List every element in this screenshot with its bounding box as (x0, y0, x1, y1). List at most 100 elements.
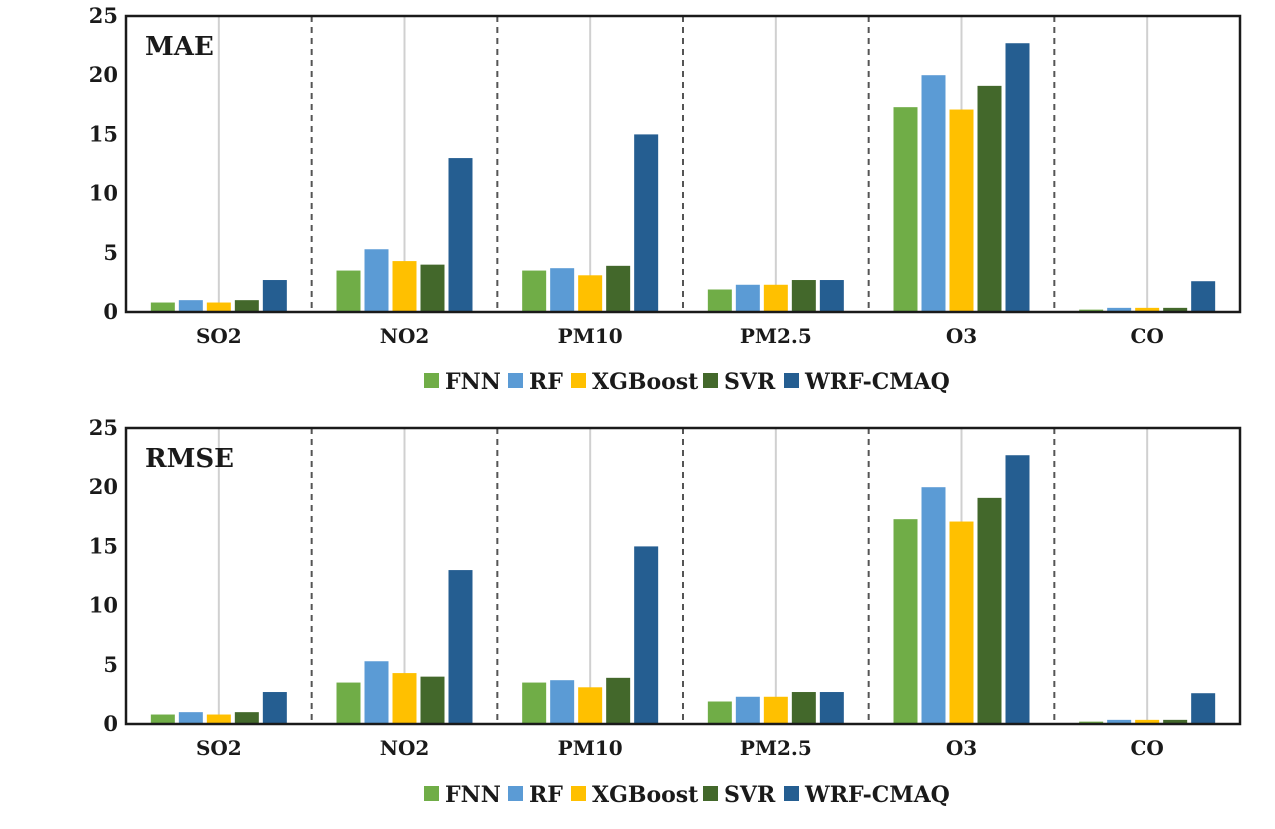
x-tick-label-co: CO (1130, 324, 1163, 348)
y-tick-label: 20 (89, 474, 118, 499)
legend-label-xgboost: XGBoost (592, 782, 699, 808)
legend-mae: FNN RF XGBoost SVR WRF-CMAQ (424, 369, 950, 395)
x-tick-label-pm2-5: PM2.5 (740, 736, 812, 760)
y-tick-label: 0 (103, 711, 118, 736)
bar-rf-co (1107, 307, 1132, 312)
bar-fnn-pm10 (522, 682, 547, 724)
bar-fnn-no2 (336, 682, 361, 724)
x-tick-label-pm2-5: PM2.5 (740, 324, 812, 348)
bar-rf-pm2-5 (735, 284, 760, 312)
plot-frame (124, 14, 1242, 314)
bar-svr-o3 (977, 85, 1002, 312)
bar-xgboost-no2 (392, 673, 417, 724)
bar-svr-pm10 (606, 265, 631, 312)
bar-wrf-cmaq-so2 (262, 692, 287, 724)
bar-wrf-cmaq-no2 (448, 570, 473, 724)
bar-wrf-cmaq-o3 (1005, 455, 1030, 724)
y-tick-label: 10 (89, 593, 118, 618)
bar-rf-so2 (178, 300, 203, 312)
legend-swatch-svr (703, 373, 718, 388)
bar-wrf-cmaq-no2 (448, 158, 473, 312)
panel-title: MAE (145, 32, 214, 62)
y-tick-label: 20 (89, 62, 118, 87)
legend-label-rf: RF (529, 782, 563, 808)
bar-rf-o3 (921, 487, 946, 724)
bar-xgboost-co (1135, 307, 1160, 312)
legend-swatch-xgboost (571, 373, 586, 388)
legend-label-svr: SVR (724, 782, 776, 808)
bar-fnn-pm2-5 (707, 701, 732, 724)
bar-svr-no2 (420, 264, 445, 312)
bar-fnn-so2 (150, 302, 175, 312)
y-tick-label: 10 (89, 181, 118, 206)
bar-fnn-no2 (336, 270, 361, 312)
bar-svr-pm2-5 (791, 692, 816, 724)
bar-rf-so2 (178, 712, 203, 724)
bar-xgboost-so2 (206, 302, 231, 312)
bar-wrf-cmaq-pm10 (634, 134, 659, 312)
bar-svr-o3 (977, 497, 1002, 724)
chart-panel-rmse: 0 5 10 15 20 25 SO2 NO2 PM10 PM2.5 O3 CO RMSE FNN RF XG… (89, 415, 1242, 808)
y-tick-label: 5 (103, 240, 118, 265)
bar-fnn-pm2-5 (707, 289, 732, 312)
x-tick-label-no2: NO2 (380, 324, 430, 348)
legend-label-svr: SVR (724, 369, 776, 395)
legend-swatch-rf (508, 373, 523, 388)
bar-rf-o3 (921, 75, 946, 312)
bar-fnn-o3 (893, 107, 918, 312)
bar-xgboost-pm2-5 (763, 696, 788, 724)
y-tick-label: 15 (89, 121, 118, 146)
bar-xgboost-o3 (949, 109, 974, 312)
legend-label-fnn: FNN (445, 782, 501, 808)
bar-rf-no2 (364, 661, 389, 724)
legend-swatch-fnn (424, 786, 439, 801)
bar-rf-co (1107, 719, 1132, 724)
bar-xgboost-so2 (206, 714, 231, 724)
legend-label-wrf-cmaq: WRF-CMAQ (804, 369, 950, 395)
x-tick-label-so2: SO2 (196, 324, 242, 348)
legend-swatch-fnn (424, 373, 439, 388)
legend-label-wrf-cmaq: WRF-CMAQ (804, 782, 950, 808)
legend-swatch-xgboost (571, 786, 586, 801)
x-tick-label-o3: O3 (946, 324, 977, 348)
bar-svr-no2 (420, 676, 445, 724)
y-tick-label: 0 (103, 299, 118, 324)
legend-swatch-wrf-cmaq (784, 373, 799, 388)
bar-wrf-cmaq-o3 (1005, 43, 1030, 313)
legend-label-xgboost: XGBoost (592, 369, 699, 395)
bar-xgboost-pm2-5 (763, 284, 788, 312)
legend-swatch-svr (703, 786, 718, 801)
bar-rf-pm2-5 (735, 696, 760, 724)
y-tick-label: 5 (103, 652, 118, 677)
bar-wrf-cmaq-pm2-5 (819, 692, 844, 724)
x-tick-label-o3: O3 (946, 736, 977, 760)
bar-wrf-cmaq-pm10 (634, 546, 659, 724)
legend-swatch-wrf-cmaq (784, 786, 799, 801)
bar-xgboost-co (1135, 719, 1160, 724)
y-tick-label: 25 (89, 3, 118, 28)
plot-frame (124, 426, 1242, 726)
x-tick-label-co: CO (1130, 736, 1163, 760)
legend-rmse: FNN RF XGBoost SVR WRF-CMAQ (424, 782, 950, 808)
bar-fnn-so2 (150, 714, 175, 724)
chart-panel-mae: 0 5 10 15 20 25 SO2 NO2 PM10 PM2.5 O3 CO MAE FNN RF XGB… (89, 3, 1242, 395)
bar-xgboost-pm10 (578, 687, 603, 724)
bar-wrf-cmaq-pm2-5 (819, 280, 844, 312)
bar-xgboost-no2 (392, 261, 417, 312)
bar-svr-pm10 (606, 677, 631, 724)
bar-wrf-cmaq-co (1191, 693, 1216, 724)
panel-title: RMSE (145, 444, 234, 474)
bar-svr-co (1163, 719, 1188, 724)
x-tick-label-pm10: PM10 (558, 324, 623, 348)
bar-xgboost-o3 (949, 521, 974, 724)
bar-svr-co (1163, 307, 1188, 312)
bar-svr-so2 (234, 300, 259, 312)
bar-rf-no2 (364, 249, 389, 312)
bar-xgboost-pm10 (578, 275, 603, 312)
bar-wrf-cmaq-so2 (262, 280, 287, 312)
bar-rf-pm10 (550, 268, 575, 312)
legend-swatch-rf (508, 786, 523, 801)
bar-svr-so2 (234, 712, 259, 724)
